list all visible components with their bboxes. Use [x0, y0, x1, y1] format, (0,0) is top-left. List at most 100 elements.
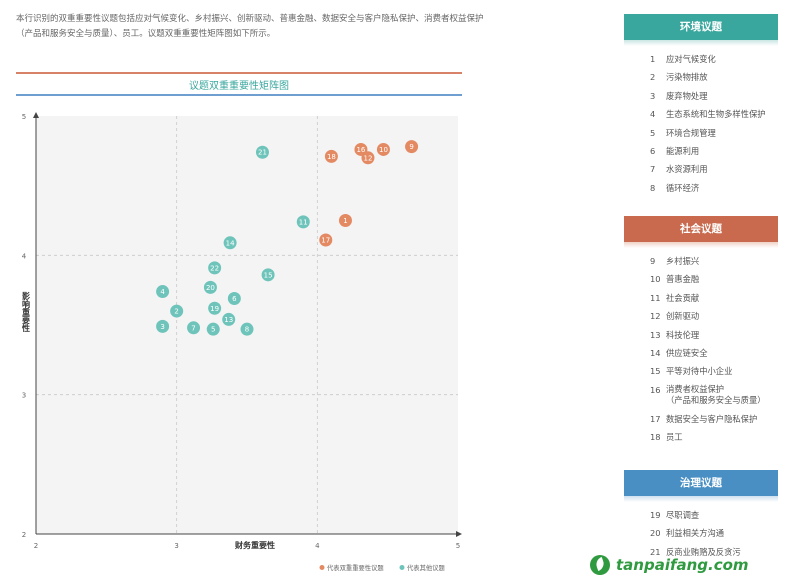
data-point	[223, 236, 237, 250]
legend-marker	[399, 565, 405, 570]
leaf-icon	[590, 555, 610, 575]
data-point	[227, 292, 241, 306]
topic-label: 创新驱动	[666, 311, 700, 322]
topic-number: 3	[650, 90, 656, 101]
y-tick-label: 4	[22, 252, 27, 260]
data-point	[222, 312, 236, 326]
topic-number: 19	[650, 510, 661, 520]
topic-item: 9 乡村振兴	[650, 252, 778, 270]
data-point-label: 19	[210, 305, 219, 313]
environment-header: 环境议题	[624, 14, 778, 46]
data-point	[170, 304, 184, 318]
data-point-label: 4	[160, 288, 165, 296]
data-point-label: 1	[343, 217, 347, 225]
data-point-label: 9	[409, 143, 413, 151]
topic-item: 12 创新驱动	[650, 307, 778, 325]
topic-label: 尽职调查	[666, 510, 700, 520]
legend-label: 代表双重重要性议题	[327, 563, 384, 572]
topic-item: 21 反商业贿赂及反贪污	[650, 543, 778, 561]
data-point	[187, 321, 201, 335]
data-point	[156, 319, 170, 333]
data-point	[208, 261, 222, 275]
topic-number: 5	[650, 127, 656, 138]
topic-number: 11	[650, 292, 661, 303]
data-point-label: 15	[264, 271, 273, 279]
data-point	[255, 145, 269, 159]
x-axis-arrow	[456, 531, 462, 537]
data-point-label: 6	[232, 295, 237, 303]
y-axis-arrow	[33, 112, 39, 118]
x-tick-label: 2	[34, 542, 38, 550]
topic-label: 社会贡献	[666, 292, 700, 303]
topic-item: 10 普惠金融	[650, 270, 778, 288]
data-point	[361, 151, 375, 165]
topic-number: 17	[650, 413, 661, 424]
topic-label: 循环经济	[666, 182, 700, 193]
data-point-label: 18	[327, 153, 336, 161]
topic-item: 17 数据安全与客户隐私保护	[650, 410, 778, 428]
data-point	[156, 285, 170, 299]
y-tick-label: 5	[22, 113, 26, 121]
environment-list: 1 应对气候变化 2 污染物排放 3 废弃物处理 4 生态系统和生物多样性保护 5 环境合规管理 6…	[624, 40, 778, 197]
intro-paragraph: 本行识别的双重重要性议题包括应对气候变化、乡村振兴、创新驱动、普惠金融、数据安全…	[16, 14, 484, 39]
data-point	[296, 215, 310, 229]
data-point-label: 21	[258, 149, 267, 157]
data-point-label: 16	[356, 146, 365, 154]
topic-number: 12	[650, 311, 661, 322]
watermark-text: tanpaifang.com	[616, 556, 749, 574]
environment-panel: 环境议题 1 应对气候变化 2 污染物排放 3 废弃物处理 4 生态系统和生物多样性保护 5 环境…	[624, 14, 778, 197]
x-axis-label: 财务重要性	[234, 540, 275, 550]
data-point	[319, 233, 333, 247]
topic-item: 15 平等对待中小企业	[650, 362, 778, 380]
topic-item: 20 利益相关方沟通	[650, 524, 778, 542]
topic-item: 5 环境合规管理	[650, 124, 778, 142]
environment-title: 环境议题	[680, 21, 722, 33]
governance-title: 治理议题	[680, 477, 722, 489]
data-point	[240, 322, 254, 336]
topic-label: 能源利用	[666, 146, 700, 157]
data-point	[405, 140, 419, 154]
data-point-label: 13	[224, 316, 233, 324]
governance-panel: 治理议题 19 尽职调查 20 利益相关方沟通 21 反商业贿赂及反贪污	[624, 470, 778, 561]
governance-header: 治理议题	[624, 470, 778, 502]
topic-item: 8 循环经济	[650, 179, 778, 197]
topic-label: 平等对待中小企业	[666, 366, 733, 377]
data-point-label: 5	[211, 326, 215, 334]
data-point	[261, 268, 275, 282]
data-point-label: 11	[299, 218, 308, 226]
topic-item: 14 供应链安全	[650, 344, 778, 362]
social-header: 社会议题	[624, 216, 778, 248]
topic-number: 2	[650, 72, 656, 83]
data-point	[206, 322, 220, 336]
topic-label: 应对气候变化	[666, 54, 716, 64]
topic-number: 18	[650, 432, 661, 443]
topic-number: 16	[650, 384, 661, 395]
topic-item: 1 应对气候变化	[650, 50, 778, 68]
topic-label: 供应链安全	[666, 348, 708, 359]
topic-number: 4	[650, 109, 656, 120]
data-point-label: 8	[245, 326, 249, 334]
data-point	[203, 280, 217, 294]
data-point-label: 10	[379, 146, 388, 154]
title-rule-top	[16, 72, 462, 74]
topic-label: 废弃物处理	[666, 90, 708, 101]
topic-item: 4 生态系统和生物多样性保护	[650, 105, 778, 123]
topic-label: 水资源利用	[666, 164, 708, 175]
social-list: 9 乡村振兴 10 普惠金融 11 社会贡献 12 创新驱动 13 科技伦理 14 供应链安全 15 平等…	[624, 242, 778, 447]
x-tick-label: 4	[315, 542, 320, 550]
topic-label: 环境合规管理	[666, 127, 716, 138]
topic-item: 19 尽职调查	[650, 506, 778, 524]
x-tick-label: 3	[174, 542, 178, 550]
topic-number: 21	[650, 546, 661, 557]
y-tick-label: 2	[22, 531, 26, 539]
data-point-label: 20	[206, 284, 215, 292]
topic-label: 生态系统和生物多样性保护	[666, 109, 766, 120]
topic-label: 乡村振兴	[666, 256, 700, 266]
topic-item: 7 水资源利用	[650, 160, 778, 178]
watermark-logo: tanpaifang.com	[590, 553, 749, 577]
topic-item: 11 社会贡献	[650, 289, 778, 307]
legend-marker	[319, 565, 325, 570]
social-panel: 社会议题 9 乡村振兴 10 普惠金融 11 社会贡献 12 创新驱动 13 科技伦理 14 供应链安…	[624, 216, 778, 447]
x-tick-label: 5	[456, 542, 460, 550]
title-rule-bottom	[16, 94, 462, 96]
